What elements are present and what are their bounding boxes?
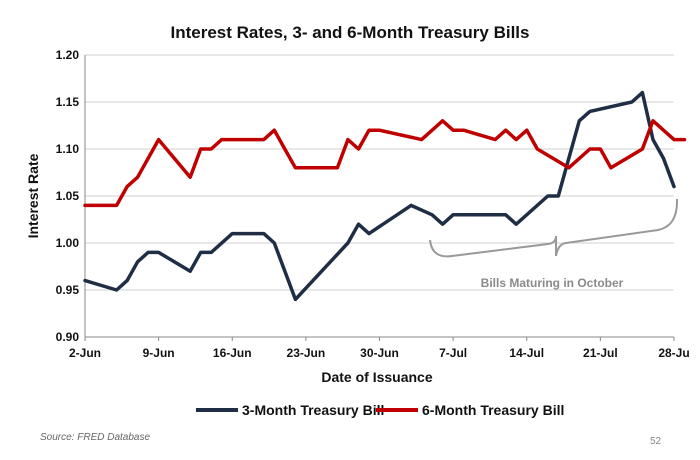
page-number: 52: [650, 436, 662, 447]
series-line-3-month: [83, 90, 676, 302]
y-tick-label: 0.90: [56, 330, 80, 344]
x-tick-label: 9-Jun: [143, 346, 175, 360]
x-tick-labels: 2-Jun 9-Jun 16-Jun 23-Jun 30-Jun 7-Jul 14-Jul 2…: [69, 337, 690, 360]
x-tick-label: 14-Jul: [509, 346, 544, 360]
y-axis-title: Interest Rate: [25, 153, 41, 238]
grid-lines: [85, 54, 674, 291]
y-tick-label: 1.15: [56, 95, 80, 109]
annotation-brace: [429, 198, 679, 258]
y-tick-labels: 0.90 0.95 1.00 1.05 1.10 1.15 1.20: [56, 48, 80, 344]
x-tick-label: 21-Jul: [583, 346, 618, 360]
y-tick-label: 1.05: [56, 189, 80, 203]
y-tick-label: 1.00: [56, 236, 80, 250]
legend-label-6-month: 6-Month Treasury Bill: [422, 402, 564, 418]
x-tick-label: 7-Jul: [439, 346, 467, 360]
x-tick-label: 2-Jun: [69, 346, 101, 360]
legend-label-3-month: 3-Month Treasury Bill: [242, 402, 384, 418]
x-tick-label: 28-Ju: [658, 346, 689, 360]
legend: 3-Month Treasury Bill 6-Month Treasury B…: [196, 402, 564, 418]
y-tick-label: 0.95: [56, 283, 80, 297]
source-note: Source: FRED Database: [40, 432, 151, 443]
series-line-6-month: [83, 119, 687, 208]
series-lines: [83, 90, 687, 302]
y-tick-label: 1.20: [56, 48, 80, 62]
x-tick-label: 16-Jun: [213, 346, 252, 360]
x-axis-title: Date of Issuance: [321, 369, 432, 385]
chart-title: Interest Rates, 3- and 6-Month Treasury …: [171, 23, 530, 42]
x-tick-label: 30-Jun: [360, 346, 399, 360]
x-tick-label: 23-Jun: [287, 346, 326, 360]
y-tick-label: 1.10: [56, 142, 80, 156]
annotation-text: Bills Maturing in October: [481, 276, 624, 290]
